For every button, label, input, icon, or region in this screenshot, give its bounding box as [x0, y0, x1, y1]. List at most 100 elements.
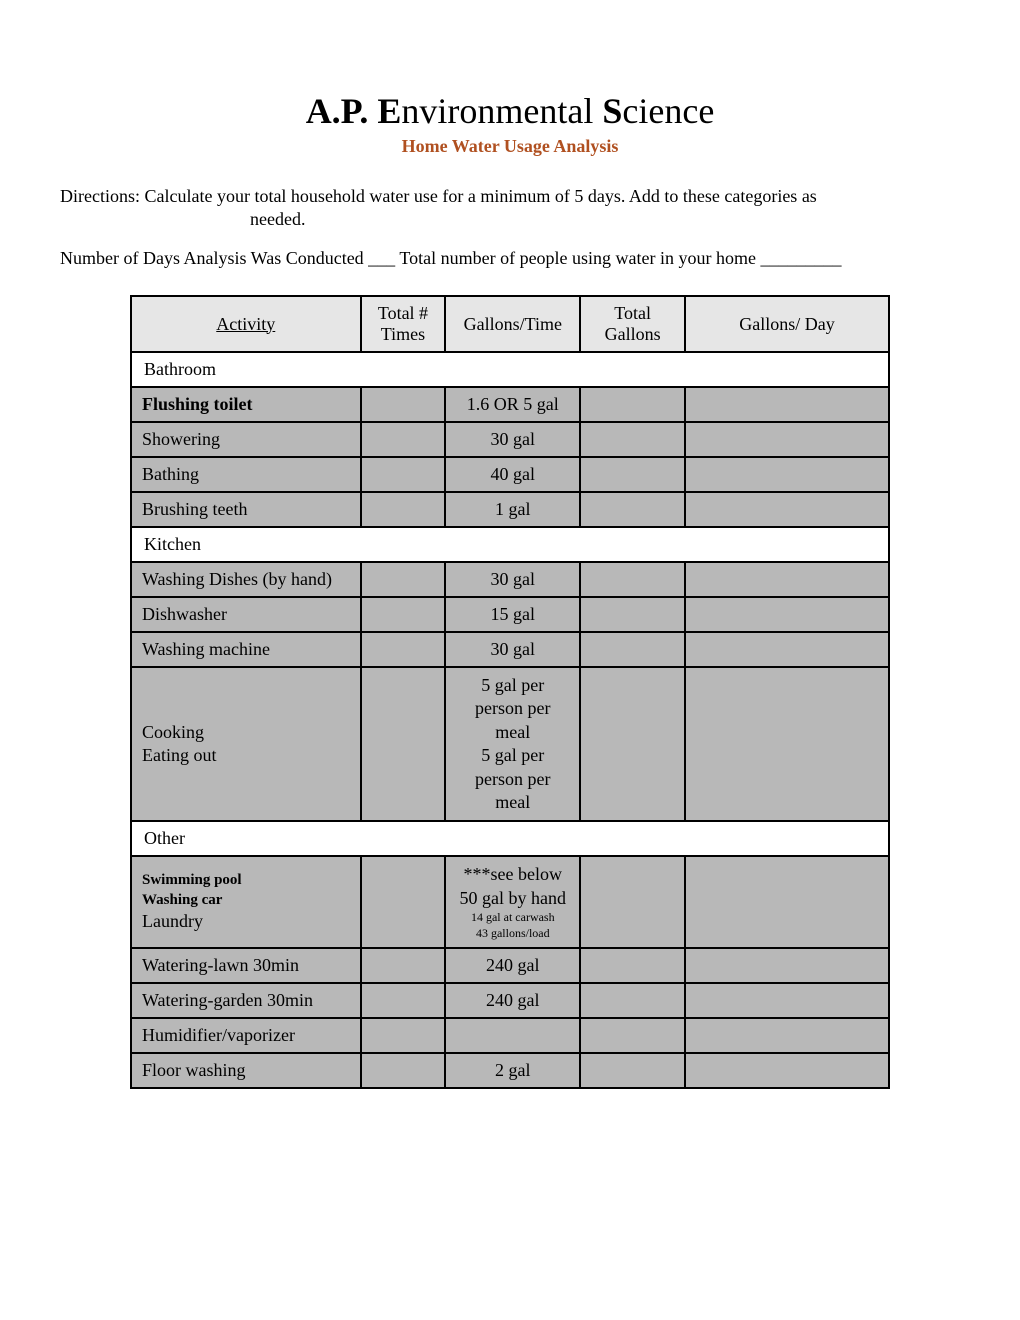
gallons-per-day-cell[interactable] [685, 1053, 889, 1088]
gallons-per-day-cell[interactable] [685, 856, 889, 948]
gallons-per-time-cell: 30 gal [445, 632, 580, 667]
activity-cell: Washing machine [131, 632, 361, 667]
times-cell[interactable] [361, 562, 446, 597]
activity-cell: Washing Dishes (by hand) [131, 562, 361, 597]
total-gallons-cell[interactable] [580, 597, 685, 632]
times-cell[interactable] [361, 948, 446, 983]
title-part-2: nvironmental [401, 91, 602, 131]
section-label: Other [131, 821, 889, 856]
activity-cell: Swimming poolWashing carLaundry [131, 856, 361, 948]
directions-line-2: needed. [60, 208, 960, 231]
gallons-per-day-cell[interactable] [685, 1018, 889, 1053]
table-row: Dishwasher 15 gal [131, 597, 889, 632]
gallons-per-time-cell [445, 1018, 580, 1053]
gallons-per-day-cell[interactable] [685, 562, 889, 597]
col-header-gpd: Gallons/ Day [685, 296, 889, 352]
gallons-per-time-cell: 240 gal [445, 948, 580, 983]
total-gallons-cell[interactable] [580, 856, 685, 948]
title-part-1: A.P. E [306, 91, 402, 131]
directions-text: Directions: Calculate your total househo… [60, 185, 960, 230]
table-header-row: Activity Total # Times Gallons/Time Tota… [131, 296, 889, 352]
total-gallons-cell[interactable] [580, 667, 685, 821]
gallons-per-time-cell: 2 gal [445, 1053, 580, 1088]
gallons-per-time-cell: 240 gal [445, 983, 580, 1018]
gallons-per-time-cell: 1 gal [445, 492, 580, 527]
table-row: Floor washing 2 gal [131, 1053, 889, 1088]
times-cell[interactable] [361, 492, 446, 527]
table-row: Showering 30 gal [131, 422, 889, 457]
total-gallons-cell[interactable] [580, 983, 685, 1018]
total-gallons-cell[interactable] [580, 562, 685, 597]
times-cell[interactable] [361, 667, 446, 821]
total-gallons-cell[interactable] [580, 492, 685, 527]
gallons-per-time-cell: ***see below50 gal by hand14 gal at carw… [445, 856, 580, 948]
activity-cell: Humidifier/vaporizer [131, 1018, 361, 1053]
table-row: Washing Dishes (by hand) 30 gal [131, 562, 889, 597]
table-body: BathroomFlushing toilet1.6 OR 5 galShowe… [131, 352, 889, 1088]
gallons-per-time-cell: 30 gal [445, 422, 580, 457]
times-cell[interactable] [361, 387, 446, 422]
title-part-4: cience [622, 91, 714, 131]
total-gallons-cell[interactable] [580, 1018, 685, 1053]
section-row: Other [131, 821, 889, 856]
activity-cell: Bathing [131, 457, 361, 492]
gallons-per-day-cell[interactable] [685, 422, 889, 457]
table-row: Watering-garden 30min240 gal [131, 983, 889, 1018]
table-row: CookingEating out 5 gal per person per me… [131, 667, 889, 821]
col-header-activity: Activity [131, 296, 361, 352]
total-gallons-cell[interactable] [580, 387, 685, 422]
page-title: A.P. Environmental Science [60, 90, 960, 132]
times-cell[interactable] [361, 1053, 446, 1088]
gallons-per-time-cell: 30 gal [445, 562, 580, 597]
col-header-gpt: Gallons/Time [445, 296, 580, 352]
table-row: Bathing 40 gal [131, 457, 889, 492]
activity-cell: Dishwasher [131, 597, 361, 632]
total-gallons-cell[interactable] [580, 632, 685, 667]
table-row: Humidifier/vaporizer [131, 1018, 889, 1053]
gallons-per-day-cell[interactable] [685, 948, 889, 983]
gallons-per-day-cell[interactable] [685, 492, 889, 527]
table-row: Washing machine 30 gal [131, 632, 889, 667]
activity-cell: Flushing toilet [131, 387, 361, 422]
section-row: Bathroom [131, 352, 889, 387]
gallons-per-day-cell[interactable] [685, 983, 889, 1018]
title-part-3: S [602, 91, 622, 131]
times-cell[interactable] [361, 422, 446, 457]
worksheet-page: A.P. Environmental Science Home Water Us… [0, 0, 1020, 1320]
activity-cell: Showering [131, 422, 361, 457]
directions-line-1: Directions: Calculate your total househo… [60, 186, 817, 206]
analysis-info-line: Number of Days Analysis Was Conducted __… [60, 248, 960, 269]
table-row: Watering-lawn 30min 240 gal [131, 948, 889, 983]
total-gallons-cell[interactable] [580, 1053, 685, 1088]
col-header-total: Total Gallons [580, 296, 685, 352]
times-cell[interactable] [361, 856, 446, 948]
gallons-per-day-cell[interactable] [685, 457, 889, 492]
gallons-per-time-cell: 15 gal [445, 597, 580, 632]
col-header-times: Total # Times [361, 296, 446, 352]
gallons-per-day-cell[interactable] [685, 597, 889, 632]
gallons-per-day-cell[interactable] [685, 632, 889, 667]
times-cell[interactable] [361, 457, 446, 492]
gallons-per-time-cell: 1.6 OR 5 gal [445, 387, 580, 422]
times-cell[interactable] [361, 597, 446, 632]
table-row: Flushing toilet 1.6 OR 5 gal [131, 387, 889, 422]
activity-cell: Floor washing [131, 1053, 361, 1088]
gallons-per-day-cell[interactable] [685, 387, 889, 422]
section-row: Kitchen [131, 527, 889, 562]
page-subtitle: Home Water Usage Analysis [60, 136, 960, 157]
times-cell[interactable] [361, 632, 446, 667]
activity-cell: Watering-lawn 30min [131, 948, 361, 983]
activity-cell: CookingEating out [131, 667, 361, 821]
total-gallons-cell[interactable] [580, 457, 685, 492]
gallons-per-day-cell[interactable] [685, 667, 889, 821]
table-row: Brushing teeth 1 gal [131, 492, 889, 527]
gallons-per-time-cell: 5 gal per person per meal5 gal per perso… [445, 667, 580, 821]
total-gallons-cell[interactable] [580, 422, 685, 457]
activity-cell: Brushing teeth [131, 492, 361, 527]
times-cell[interactable] [361, 1018, 446, 1053]
water-usage-table: Activity Total # Times Gallons/Time Tota… [130, 295, 890, 1089]
gallons-per-time-cell: 40 gal [445, 457, 580, 492]
total-gallons-cell[interactable] [580, 948, 685, 983]
times-cell[interactable] [361, 983, 446, 1018]
table-row: Swimming poolWashing carLaundry ***see be… [131, 856, 889, 948]
